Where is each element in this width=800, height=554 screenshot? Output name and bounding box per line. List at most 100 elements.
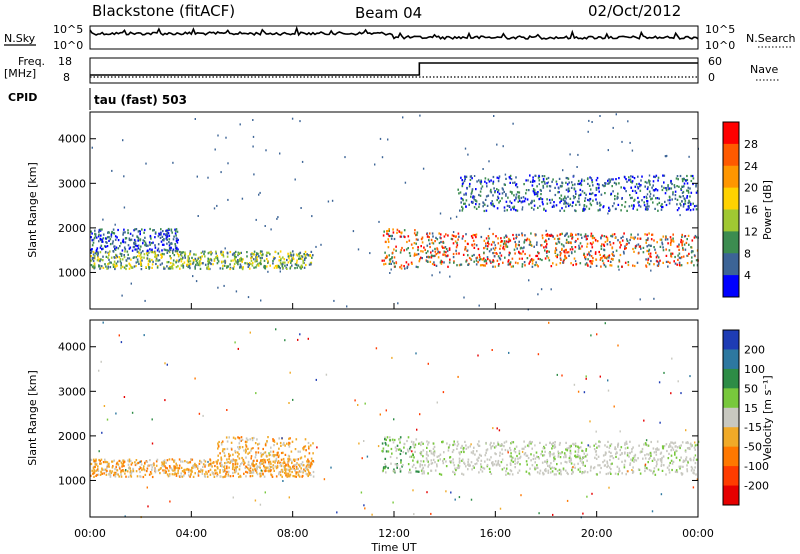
scatter-cell <box>500 254 503 257</box>
scatter-cell <box>543 472 545 476</box>
scatter-cell <box>490 179 492 182</box>
scatter-cell <box>178 458 181 461</box>
scatter-cell <box>105 241 107 244</box>
scatter-cell <box>307 468 309 471</box>
scatter-cell <box>301 475 303 478</box>
scatter-cell <box>689 443 692 446</box>
scatter-cell <box>384 262 387 265</box>
scatter-cell <box>542 447 545 450</box>
scatter-cell <box>613 181 616 184</box>
scatter-cell <box>168 465 171 468</box>
scatter-cell <box>672 191 674 194</box>
scatter-cell <box>400 449 402 452</box>
scatter-cell <box>280 444 282 447</box>
scatter-cell <box>471 236 474 239</box>
scatter-cell <box>91 239 94 242</box>
scatter-cell <box>473 195 476 198</box>
scatter-cell <box>254 469 257 472</box>
scatter-cell <box>123 246 126 249</box>
scatter-cell <box>291 470 293 474</box>
scatter-cell <box>188 263 191 266</box>
scatter-cell <box>207 470 210 473</box>
scatter-cell <box>546 255 548 258</box>
scatter-cell <box>479 264 482 267</box>
noise-cell <box>235 290 238 293</box>
scatter-cell <box>568 445 571 448</box>
scatter-cell <box>504 183 506 186</box>
noise-cell <box>454 498 456 501</box>
scatter-cell <box>129 469 132 472</box>
cpid-text: tau (fast) 503 <box>94 93 187 107</box>
scatter-cell <box>635 459 638 462</box>
noise-cell <box>455 215 458 218</box>
scatter-cell <box>166 231 169 234</box>
scatter-cell <box>598 190 600 193</box>
scatter-cell <box>531 464 534 467</box>
scatter-cell <box>541 175 544 178</box>
scatter-cell <box>470 195 472 198</box>
colorbar-segment <box>723 231 739 254</box>
noise-cell <box>419 413 421 416</box>
scatter-cell <box>289 467 292 470</box>
scatter-cell <box>261 469 263 473</box>
noise-cell <box>392 501 394 504</box>
scatter-cell <box>519 252 521 255</box>
velocity-y-label: Slant Range [km] <box>26 370 39 466</box>
scatter-cell <box>243 463 245 466</box>
scatter-cell <box>545 470 547 473</box>
scatter-cell <box>269 450 272 453</box>
scatter-cell <box>238 453 240 456</box>
scatter-cell <box>383 230 385 233</box>
scatter-cell <box>120 242 122 245</box>
scatter-cell <box>533 199 535 202</box>
scatter-cell <box>503 445 505 448</box>
scatter-cell <box>651 233 653 236</box>
scatter-cell <box>245 465 248 469</box>
noise-cell <box>439 271 441 274</box>
scatter-cell <box>658 201 661 204</box>
scatter-cell <box>490 445 492 448</box>
scatter-cell <box>449 258 451 261</box>
scatter-cell <box>132 256 135 259</box>
noise-cell <box>591 492 593 495</box>
scatter-cell <box>300 257 303 260</box>
scatter-cell <box>458 457 461 460</box>
scatter-cell <box>100 265 103 268</box>
scatter-cell <box>427 443 429 446</box>
scatter-cell <box>168 244 171 247</box>
scatter-cell <box>111 230 113 234</box>
scatter-cell <box>216 471 218 474</box>
noise-cell <box>214 148 216 151</box>
scatter-cell <box>181 460 184 463</box>
scatter-cell <box>647 237 649 240</box>
scatter-cell <box>264 265 266 268</box>
scatter-cell <box>403 265 405 268</box>
scatter-cell <box>624 442 626 445</box>
scatter-cell <box>573 463 576 466</box>
scatter-cell <box>94 232 96 235</box>
scatter-cell <box>505 240 508 243</box>
scatter-cell <box>163 238 165 241</box>
scatter-cell <box>612 190 614 193</box>
scatter-cell <box>209 468 212 471</box>
scatter-cell <box>594 456 596 459</box>
scatter-cell <box>482 258 484 261</box>
scatter-cell <box>530 232 532 235</box>
scatter-cell <box>560 198 563 201</box>
scatter-cell <box>187 263 189 266</box>
scatter-cell <box>214 469 217 472</box>
scatter-cell <box>170 266 172 269</box>
scatter-cell <box>150 464 152 467</box>
scatter-cell <box>566 251 568 254</box>
scatter-cell <box>535 451 538 454</box>
scatter-cell <box>178 464 181 467</box>
scatter-cell <box>575 192 577 196</box>
scatter-cell <box>502 247 504 250</box>
scatter-cell <box>631 180 634 183</box>
scatter-cell <box>483 264 485 267</box>
scatter-cell <box>162 469 164 472</box>
scatter-cell <box>679 459 681 462</box>
scatter-cell <box>655 174 658 177</box>
scatter-cell <box>505 177 507 180</box>
scatter-cell <box>239 439 242 442</box>
